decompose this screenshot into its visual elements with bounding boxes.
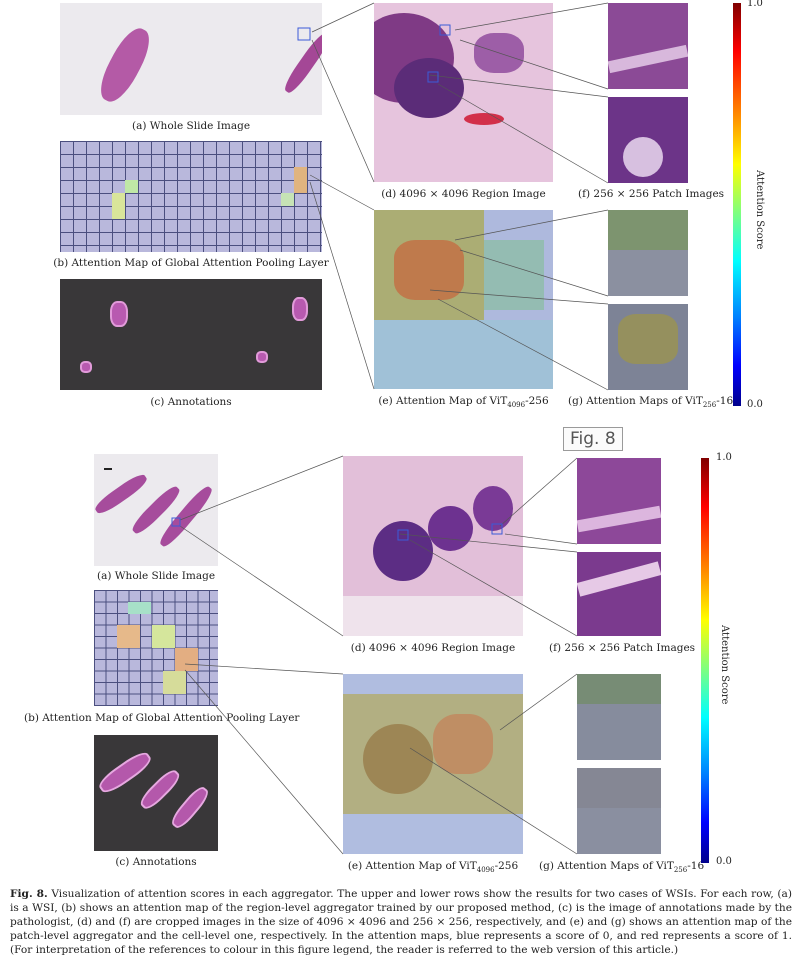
bottom-colorbar-min: 0.0	[716, 856, 732, 867]
bottom-annotations-image	[94, 735, 218, 851]
top-colorbar	[733, 3, 741, 406]
top-label-e-sub: 4096	[507, 401, 526, 410]
top-vit4096-attention-map	[374, 210, 553, 389]
top-label-g: (g) Attention Maps of ViT256-16	[568, 395, 733, 410]
top-connector-lines	[297, 2, 609, 391]
bottom-global-attention-map	[94, 590, 218, 706]
bottom-label-g-sub: 256	[673, 866, 688, 875]
bottom-label-e-suffix: -256	[494, 860, 519, 872]
bottom-label-g-suffix: -16	[687, 860, 705, 872]
top-colorbar-max: 1.0	[747, 0, 763, 9]
top-vit256-attention-map-2	[608, 304, 688, 390]
bottom-colorbar-max: 1.0	[716, 452, 732, 463]
bottom-patch-image-1	[577, 458, 661, 544]
bottom-colorbar	[701, 458, 709, 863]
bottom-label-g: (g) Attention Maps of ViT256-16	[539, 860, 704, 875]
bottom-label-d: (d) 4096 × 4096 Region Image	[350, 642, 516, 654]
top-global-attention-map	[60, 141, 322, 252]
bottom-label-f: (f) 256 × 256 Patch Images	[549, 642, 696, 654]
top-patch-image-1	[608, 3, 688, 89]
top-label-a: (a) Whole Slide Image	[131, 120, 251, 132]
top-label-f: (f) 256 × 256 Patch Images	[578, 188, 725, 200]
top-wsi-image	[60, 3, 322, 115]
top-label-e: (e) Attention Map of ViT4096-256	[354, 395, 573, 409]
top-vit256-attention-map-1	[608, 210, 688, 296]
top-label-g-suffix: -16	[716, 395, 734, 407]
top-label-d: (d) 4096 × 4096 Region Image	[381, 188, 546, 200]
bottom-patch-image-2	[577, 552, 661, 636]
bottom-vit256-attention-map-1	[577, 674, 661, 760]
top-label-g-sub: 256	[702, 401, 717, 410]
bottom-label-a: (a) Whole Slide Image	[96, 570, 216, 582]
top-label-c: (c) Annotations	[150, 396, 232, 408]
top-region-image	[374, 3, 553, 182]
top-annotations-image	[60, 279, 322, 390]
bottom-label-g-prefix: (g) Attention Maps of ViT	[539, 860, 674, 872]
figure-caption: Fig. 8. Visualization of attention score…	[10, 887, 792, 957]
top-label-b: (b) Attention Map of Global Attention Po…	[53, 257, 329, 269]
top-label-e-suffix: -256	[525, 395, 549, 407]
bottom-label-c: (c) Annotations	[115, 856, 197, 868]
bottom-region-image	[343, 456, 523, 636]
bottom-wsi-image	[94, 454, 218, 566]
top-label-e-prefix: (e) Attention Map of ViT	[378, 395, 508, 407]
bottom-label-e-sub: 4096	[476, 866, 495, 875]
caption-text: Visualization of attention scores in eac…	[10, 888, 793, 956]
bottom-connector-lines	[171, 455, 578, 855]
caption-label: Fig. 8.	[10, 888, 48, 900]
bottom-vit4096-attention-map	[343, 674, 523, 854]
top-label-g-prefix: (g) Attention Maps of ViT	[568, 395, 703, 407]
top-patch-image-2	[608, 97, 688, 183]
bottom-label-b: (b) Attention Map of Global Attention Po…	[24, 712, 300, 724]
bottom-vit256-attention-map-2	[577, 768, 661, 854]
figure-badge: Fig. 8	[563, 427, 623, 451]
bottom-label-e-prefix: (e) Attention Map of ViT	[347, 860, 477, 872]
top-colorbar-min: 0.0	[747, 399, 763, 410]
bottom-label-e: (e) Attention Map of ViT4096-256	[323, 860, 543, 874]
